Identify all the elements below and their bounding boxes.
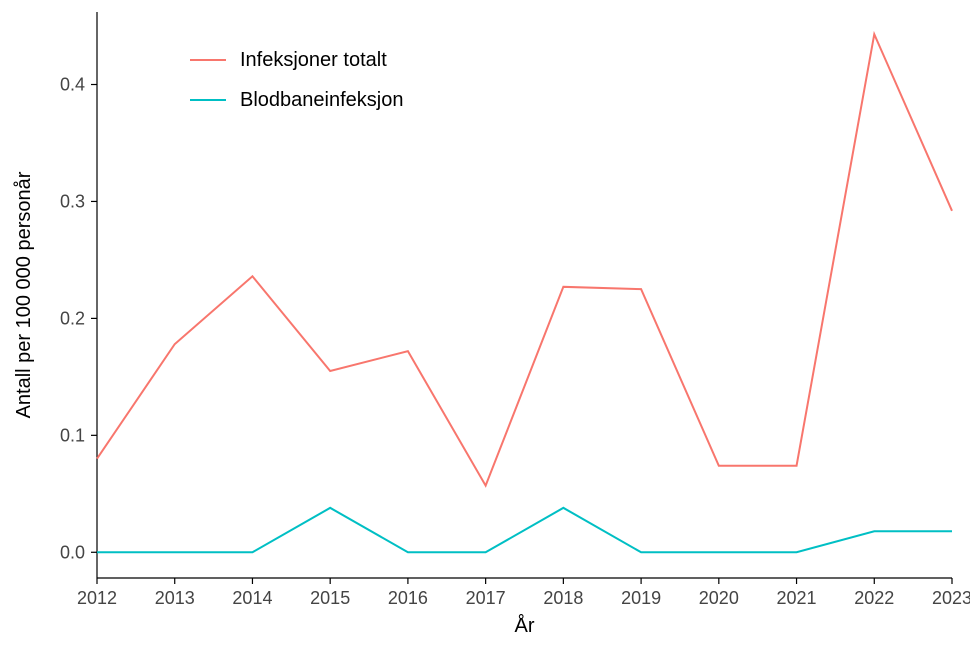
x-tick-label: 2020 [699, 588, 739, 608]
legend: Infeksjoner totalt Blodbaneinfeksjon [190, 49, 403, 111]
x-tick-label: 2012 [77, 588, 117, 608]
chart-svg: 2012 2013 2014 2015 2016 2017 2018 2019 2020 2021… [0, 0, 970, 647]
x-axis-ticks: 2012 2013 2014 2015 2016 2017 2018 2019 2020 2021… [77, 578, 970, 608]
legend-label: Infeksjoner totalt [240, 49, 387, 71]
x-tick-label: 2018 [543, 588, 583, 608]
x-axis-title: År [515, 614, 535, 637]
x-tick-label: 2017 [466, 588, 506, 608]
x-tick-label: 2022 [854, 588, 894, 608]
x-tick-label: 2013 [155, 588, 195, 608]
series-infeksjoner-totalt [97, 34, 952, 485]
legend-label: Blodbaneinfeksjon [240, 89, 403, 111]
x-tick-label: 2019 [621, 588, 661, 608]
y-tick-label: 0.3 [60, 191, 85, 211]
x-tick-label: 2015 [310, 588, 350, 608]
x-tick-label: 2021 [777, 588, 817, 608]
y-tick-label: 0.2 [60, 308, 85, 328]
x-tick-label: 2014 [232, 588, 272, 608]
y-axis-ticks: 0.0 0.1 0.2 0.3 0.4 [60, 75, 97, 563]
line-chart: 2012 2013 2014 2015 2016 2017 2018 2019 2020 2021… [0, 0, 970, 647]
y-tick-label: 0.0 [60, 542, 85, 562]
x-tick-label: 2023 [932, 588, 970, 608]
y-tick-label: 0.1 [60, 425, 85, 445]
series-blodbaneinfeksjon [97, 508, 952, 552]
y-tick-label: 0.4 [60, 75, 85, 95]
y-axis-title: Antall per 100 000 personår [13, 171, 35, 418]
x-tick-label: 2016 [388, 588, 428, 608]
